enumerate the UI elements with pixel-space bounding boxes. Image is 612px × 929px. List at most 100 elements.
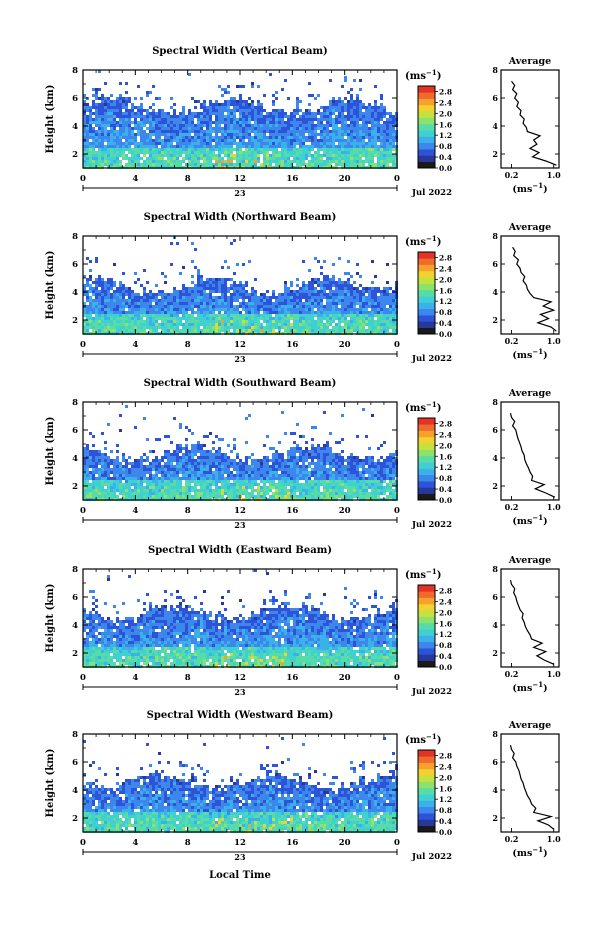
heatmap-cell: [206, 287, 209, 290]
heatmap-cell: [164, 124, 167, 127]
heatmap-cell: [158, 118, 161, 121]
heatmap-cell: [200, 136, 203, 139]
heatmap-cell: [188, 142, 191, 145]
heatmap-cell: [191, 317, 194, 320]
heatmap-cell: [374, 121, 377, 124]
heatmap-cell: [215, 492, 218, 495]
heatmap-cell: [83, 468, 86, 471]
heatmap-cell: [203, 287, 206, 290]
heatmap-cell: [110, 293, 113, 296]
heatmap-cell: [239, 100, 242, 103]
heatmap-cell: [293, 329, 296, 332]
heatmap-cell: [89, 492, 92, 495]
heatmap-cell: [233, 118, 236, 121]
heatmap-cell: [149, 471, 152, 474]
heatmap-cell: [170, 121, 173, 124]
heatmap-cell: [92, 94, 95, 97]
heatmap-cell: [191, 139, 194, 142]
heatmap-cell: [137, 459, 140, 462]
heatmap-cell: [263, 305, 266, 308]
heatmap-cell: [284, 136, 287, 139]
heatmap-cell: [197, 441, 200, 444]
heatmap-cells: [83, 70, 398, 169]
heatmap-cell: [188, 112, 191, 115]
heatmap-cell: [161, 130, 164, 133]
heatmap-cell: [320, 115, 323, 118]
heatmap-cell: [107, 284, 110, 287]
heatmap-cell: [206, 317, 209, 320]
heatmap-cell: [341, 142, 344, 145]
heatmap-cell: [326, 163, 329, 166]
heatmap-cell: [149, 492, 152, 495]
heatmap-cell: [89, 471, 92, 474]
heatmap-cell: [233, 103, 236, 106]
heatmap-cell: [149, 314, 152, 317]
colorbar-swatch: [418, 258, 435, 265]
heatmap-cell: [128, 130, 131, 133]
heatmap-cell: [116, 296, 119, 299]
heatmap-cell: [86, 486, 89, 489]
heatmap-cell: [116, 163, 119, 166]
heatmap-cell: [332, 106, 335, 109]
heatmap-cell: [197, 284, 200, 287]
heatmap-cell: [143, 136, 146, 139]
heatmap-cell: [248, 329, 251, 332]
heatmap-cell: [125, 405, 128, 408]
heatmap-cell: [272, 100, 275, 103]
heatmap-cell: [143, 142, 146, 145]
heatmap-cell: [131, 139, 134, 142]
heatmap-cell: [332, 308, 335, 311]
heatmap-cell: [287, 163, 290, 166]
heatmap-cell: [128, 133, 131, 136]
heatmap-cell: [221, 296, 224, 299]
heatmap-cell: [221, 317, 224, 320]
heatmap-cell: [185, 124, 188, 127]
heatmap-cell: [308, 118, 311, 121]
heatmap-cell: [173, 453, 176, 456]
heatmap-cell: [149, 112, 152, 115]
heatmap-cell: [146, 314, 149, 317]
heatmap-cell: [356, 145, 359, 148]
heatmap-cell: [314, 287, 317, 290]
heatmap-cell: [194, 100, 197, 103]
heatmap-cell: [119, 160, 122, 163]
heatmap-cell: [296, 112, 299, 115]
heatmap-cell: [290, 127, 293, 130]
heatmap-cell: [200, 462, 203, 465]
heatmap-cell: [203, 492, 206, 495]
heatmap-cell: [221, 320, 224, 323]
heatmap-cell: [215, 317, 218, 320]
heatmap-cell: [95, 103, 98, 106]
heatmap-cell: [347, 329, 350, 332]
heatmap-cell: [170, 483, 173, 486]
heatmap-cell: [140, 486, 143, 489]
heatmap-cell: [347, 305, 350, 308]
heatmap-cell: [320, 302, 323, 305]
heatmap-cell: [98, 311, 101, 314]
heatmap-cell: [245, 130, 248, 133]
heatmap-cell: [230, 127, 233, 130]
heatmap-cell: [200, 296, 203, 299]
heatmap-cell: [212, 492, 215, 495]
heatmap-cell: [251, 148, 254, 151]
heatmap-cell: [278, 133, 281, 136]
heatmap-cell: [158, 148, 161, 151]
heatmap-cell: [161, 112, 164, 115]
heatmap-cell: [122, 127, 125, 130]
heatmap-cell: [86, 281, 89, 284]
heatmap-cell: [203, 311, 206, 314]
heatmap-cell: [194, 284, 197, 287]
heatmap-cell: [287, 151, 290, 154]
heatmap-cell: [326, 118, 329, 121]
heatmap-cell: [116, 133, 119, 136]
heatmap-cell: [365, 109, 368, 112]
heatmap-cell: [188, 154, 191, 157]
heatmap-cell: [248, 260, 251, 263]
heatmap-cell: [377, 287, 380, 290]
heatmap-cell: [92, 450, 95, 453]
heatmap-cell: [353, 100, 356, 103]
heatmap-cell: [311, 121, 314, 124]
heatmap-cell: [290, 121, 293, 124]
heatmap-cell: [101, 486, 104, 489]
heatmap-cell: [326, 293, 329, 296]
